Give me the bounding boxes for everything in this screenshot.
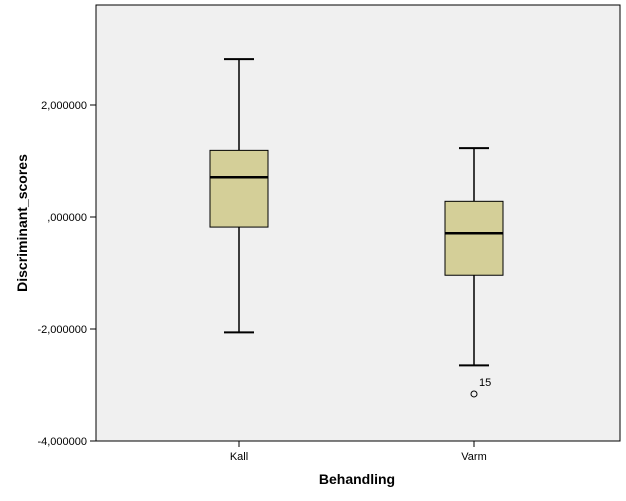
plot-area xyxy=(95,4,621,442)
x-axis: Kall Varm xyxy=(230,441,487,463)
y-tick-label: ,000000 xyxy=(47,212,87,224)
boxes: 15 xyxy=(209,58,504,398)
x-tick-label: Kall xyxy=(230,451,248,463)
x-axis-title: Behandling xyxy=(319,471,395,487)
box-kall xyxy=(209,149,269,228)
outlier-point xyxy=(470,390,478,398)
y-tick-label: 2,000000 xyxy=(41,100,87,112)
y-tick-label: -4,000000 xyxy=(37,436,87,448)
x-tick-label: Varm xyxy=(461,451,486,463)
outlier-label: 15 xyxy=(479,377,491,389)
y-tick-label: -2,000000 xyxy=(37,324,87,336)
y-axis: 2,000000 ,000000 -2,000000 -4,000000 xyxy=(37,100,96,448)
box-varm xyxy=(444,200,504,276)
y-axis-title: Discriminant_scores xyxy=(14,154,30,292)
